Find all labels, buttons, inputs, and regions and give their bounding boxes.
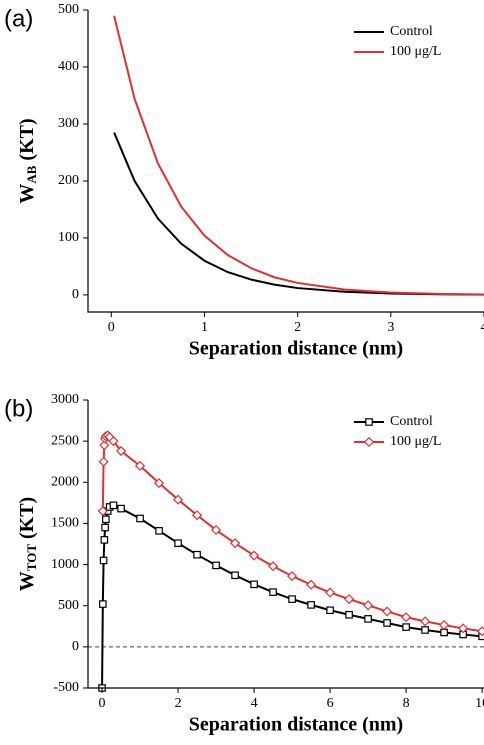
marker (155, 527, 163, 535)
x-tick-label: 0 (99, 696, 106, 711)
marker (440, 628, 448, 637)
y-tick-label: 2500 (51, 433, 79, 448)
marker (99, 600, 107, 608)
x-tick-label: 4 (481, 320, 484, 335)
marker (97, 506, 108, 517)
marker (136, 514, 144, 523)
x-tick-label: 4 (251, 696, 258, 711)
x-tick-label: 6 (327, 696, 334, 711)
y-label-suffix: (KT) (16, 118, 38, 165)
marker (363, 600, 374, 611)
marker (325, 587, 336, 598)
y-label-main: W (16, 571, 38, 591)
marker (420, 616, 431, 627)
marker (250, 580, 258, 589)
marker (99, 556, 108, 565)
marker (174, 539, 182, 547)
marker (421, 626, 429, 634)
y-tick-label: 300 (58, 116, 79, 131)
marker (477, 626, 484, 637)
marker (365, 418, 373, 426)
marker (269, 588, 277, 596)
marker (109, 501, 118, 510)
y-tick-label: 200 (58, 173, 79, 188)
marker (288, 595, 296, 603)
marker (211, 524, 222, 536)
x-tick-label: 2 (175, 696, 182, 711)
y-tick-label: 1000 (51, 557, 79, 572)
x-axis-label: Separation distance (nm) (189, 338, 403, 360)
marker (363, 436, 375, 448)
marker (401, 612, 412, 623)
marker (230, 538, 241, 549)
x-axis-label: Separation distance (nm) (189, 714, 403, 736)
legend-label: Control (390, 414, 433, 429)
marker (345, 610, 353, 619)
marker (287, 571, 298, 582)
marker (117, 504, 125, 513)
y-tick-label: 0 (72, 639, 79, 654)
marker (212, 561, 220, 570)
marker (116, 445, 127, 457)
x-tick-label: 1 (201, 320, 208, 335)
legend-label: 100 μg/L (390, 434, 441, 449)
marker (306, 579, 317, 590)
marker (173, 494, 184, 505)
marker (382, 606, 393, 617)
y-tick-label: 1500 (51, 516, 79, 531)
marker (100, 536, 109, 544)
marker (192, 510, 203, 521)
y-label-suffix: (KT) (16, 497, 38, 544)
marker (231, 571, 239, 580)
marker (249, 550, 260, 561)
panel-label: (a) (4, 5, 33, 32)
panel-label: (b) (4, 395, 33, 422)
marker (154, 478, 165, 489)
marker (102, 515, 110, 524)
y-axis-label: WAB (KT) (16, 118, 39, 203)
x-tick-label: 10 (475, 696, 484, 711)
y-tick-label: 3000 (51, 392, 79, 407)
legend-label: 100 μg/L (390, 44, 441, 59)
marker (439, 620, 450, 631)
y-tick-label: 400 (58, 59, 79, 74)
series-line (113, 15, 484, 296)
series-line (113, 132, 484, 296)
y-tick-label: 2000 (51, 475, 79, 490)
marker (402, 623, 410, 631)
x-tick-label: 8 (403, 696, 410, 711)
y-axis-label: WTOT (KT) (16, 497, 39, 591)
y-tick-label: 500 (58, 598, 79, 613)
y-label-main: W (16, 184, 38, 204)
x-tick-label: 3 (387, 320, 394, 335)
marker (364, 615, 372, 623)
marker (326, 606, 334, 615)
marker (101, 523, 109, 532)
marker (383, 619, 391, 627)
marker (135, 460, 146, 471)
marker (268, 561, 279, 572)
x-tick-label: 2 (294, 320, 301, 335)
marker (193, 550, 201, 559)
marker (98, 456, 109, 467)
x-tick-label: 0 (108, 320, 115, 335)
y-tick-label: 100 (58, 230, 79, 245)
marker (108, 436, 119, 447)
y-tick-label: -500 (53, 680, 79, 695)
legend-label: Control (390, 24, 433, 39)
marker (458, 623, 469, 634)
y-label-subscript: AB (24, 165, 39, 183)
marker (344, 594, 355, 605)
y-tick-label: 0 (72, 287, 79, 302)
y-label-subscript: TOT (24, 544, 39, 572)
marker (307, 601, 315, 609)
y-tick-label: 500 (58, 2, 79, 17)
axis-frame (87, 10, 484, 313)
marker (99, 440, 110, 451)
